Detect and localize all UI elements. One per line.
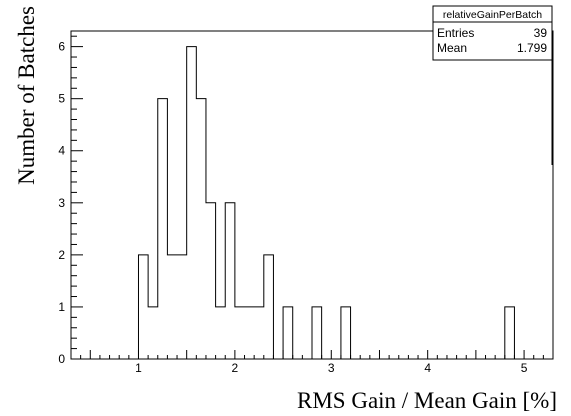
stats-entries-label: Entries	[437, 26, 474, 40]
x-tick-label: 1	[135, 361, 142, 375]
y-tick-label: 2	[58, 248, 65, 262]
y-tick-label: 5	[58, 92, 65, 106]
stats-mean-value: 1.799	[517, 41, 547, 55]
y-axis-title: Number of Batches	[14, 6, 39, 185]
x-tick-label: 4	[424, 361, 431, 375]
y-tick-label: 3	[58, 196, 65, 210]
x-tick-labels: 1 2 3 4 5	[135, 361, 528, 375]
stats-entries-value: 39	[534, 26, 548, 40]
x-tick-label: 5	[521, 361, 528, 375]
y-tick-label: 4	[58, 144, 65, 158]
stats-title: relativeGainPerBatch	[443, 9, 542, 21]
y-tick-label: 0	[58, 352, 65, 366]
x-axis-title: RMS Gain / Mean Gain [%]	[297, 388, 557, 413]
stats-box: relativeGainPerBatch Entries 39 Mean 1.7…	[432, 5, 553, 61]
histogram-outline	[137, 46, 515, 360]
x-tick-label: 3	[328, 361, 335, 375]
stats-box-frame	[432, 5, 553, 61]
x-tick-label: 2	[232, 361, 239, 375]
y-tick-label: 1	[58, 300, 65, 314]
y-tick-labels: 0 1 2 3 4 5 6	[58, 40, 65, 366]
stats-mean-label: Mean	[437, 41, 467, 55]
y-tick-label: 6	[58, 40, 65, 54]
